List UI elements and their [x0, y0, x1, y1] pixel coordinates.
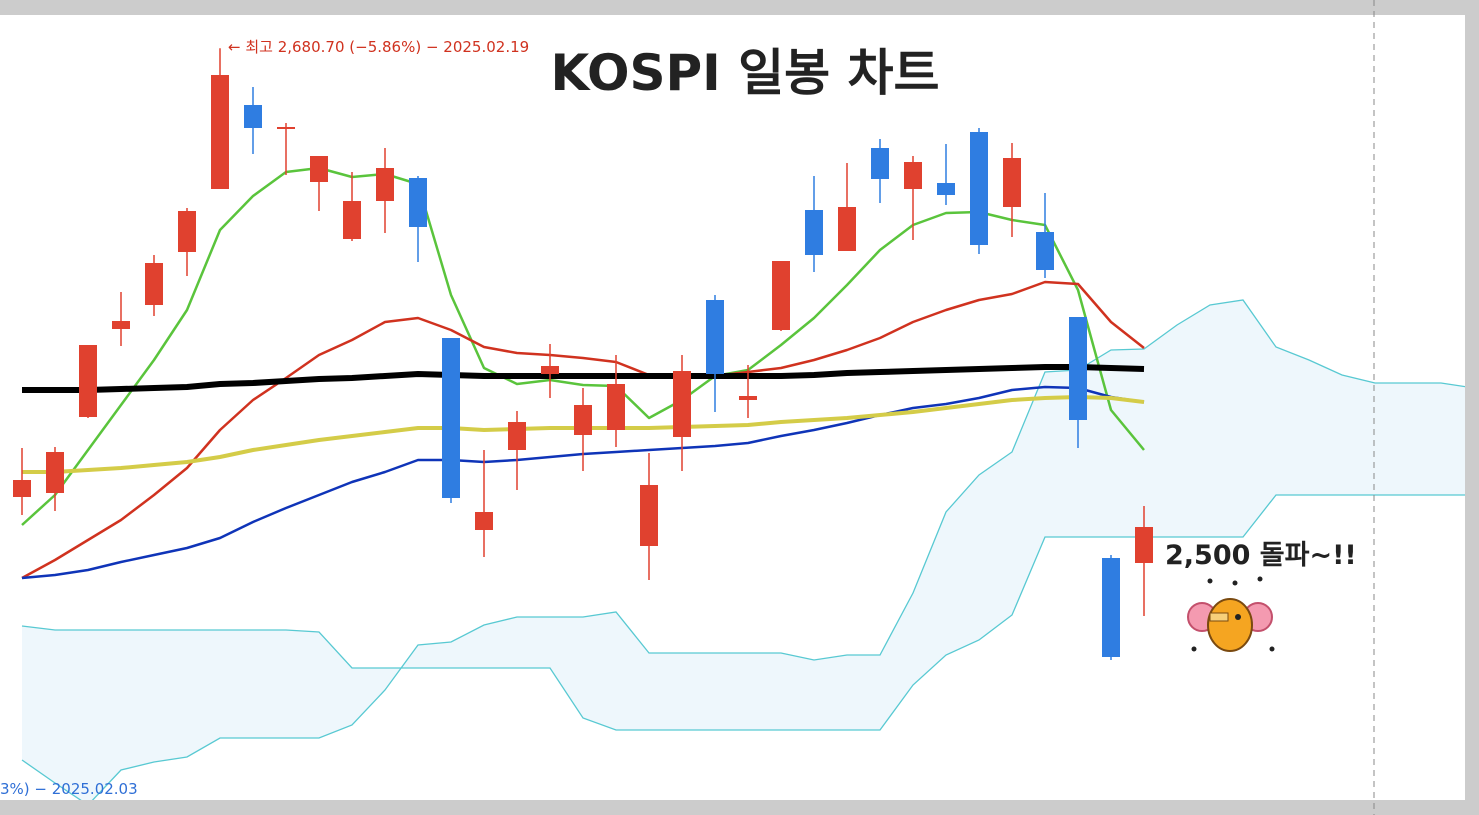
annotation: 2,500 돌파~!! [1165, 540, 1357, 571]
candle-body [607, 384, 625, 430]
candle-body [178, 211, 196, 252]
candle-body [673, 371, 691, 437]
candle-body [343, 201, 361, 239]
candle-body [310, 156, 328, 182]
candle-body [937, 183, 955, 195]
cloud-line [21, 494, 1465, 731]
candle-body [1102, 558, 1120, 657]
moving-average-line [22, 364, 1145, 393]
candle-body [145, 263, 163, 305]
candle-body [1036, 232, 1054, 270]
candle-body [376, 168, 394, 201]
candle-body [79, 345, 97, 417]
moving-average-line [21, 166, 1145, 526]
candle-body [838, 207, 856, 251]
candle-body [1135, 527, 1153, 563]
candle-body [508, 422, 526, 450]
candle-body [442, 338, 460, 498]
cloud-line [21, 299, 1465, 800]
candle-body [1069, 317, 1087, 420]
candle-body [475, 512, 493, 530]
candle-body [13, 480, 31, 497]
candle-body [574, 405, 592, 435]
candle-body [739, 396, 757, 400]
candle-body [1003, 158, 1021, 207]
candle-body [46, 452, 64, 493]
candle-body [211, 75, 229, 189]
plot-area [13, 48, 1465, 800]
annotation: ← 최고 2,680.70 (−5.86%) − 2025.02.19 [228, 38, 529, 56]
candle-body [640, 485, 658, 546]
moving-average-line [21, 280, 1145, 580]
candle-body [970, 132, 988, 245]
candle-body [871, 148, 889, 179]
candle-body [277, 127, 295, 129]
cloud-fill [22, 300, 1465, 800]
emoticon [1187, 576, 1275, 652]
candle-body [772, 261, 790, 330]
annotation: 3%) − 2025.02.03 [0, 780, 138, 798]
candle-body [904, 162, 922, 189]
candle-body [541, 366, 559, 374]
candle-body [112, 321, 130, 329]
candle-body [244, 105, 262, 128]
candle-body [706, 300, 724, 374]
chart-title: KOSPI 일봉 차트 [550, 44, 939, 102]
candle-body [409, 178, 427, 227]
candle-body [805, 210, 823, 255]
